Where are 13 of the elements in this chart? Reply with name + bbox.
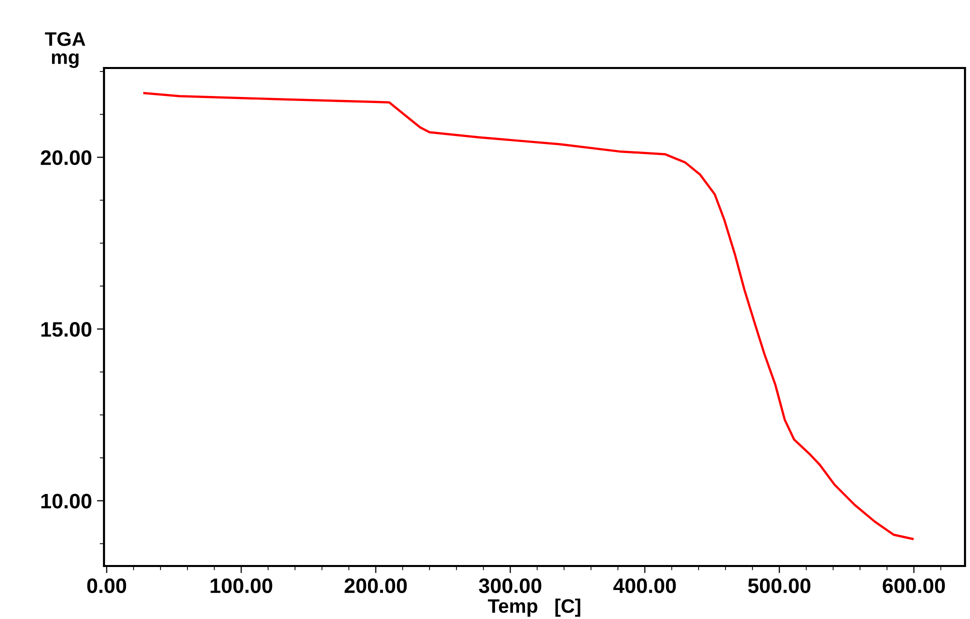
- y-axis-title: TGA mg: [44, 32, 86, 68]
- y-tick-label: 20.00: [40, 150, 92, 166]
- line-series: [143, 92, 914, 540]
- x-tick-label: 500.00: [748, 578, 810, 594]
- x-tick-label: 400.00: [613, 578, 676, 594]
- x-axis-title: Temp [C]: [488, 598, 580, 617]
- x-tick-label: 600.00: [882, 578, 945, 594]
- x-tick-label: 200.00: [344, 578, 407, 594]
- y-tick-label: 15.00: [41, 322, 92, 337]
- x-tick-label: 100.00: [210, 578, 272, 594]
- x-tick-label: 0.00: [87, 578, 126, 594]
- x-tick-label: 300.00: [478, 578, 542, 594]
- y-tick-label: 10.00: [41, 494, 92, 508]
